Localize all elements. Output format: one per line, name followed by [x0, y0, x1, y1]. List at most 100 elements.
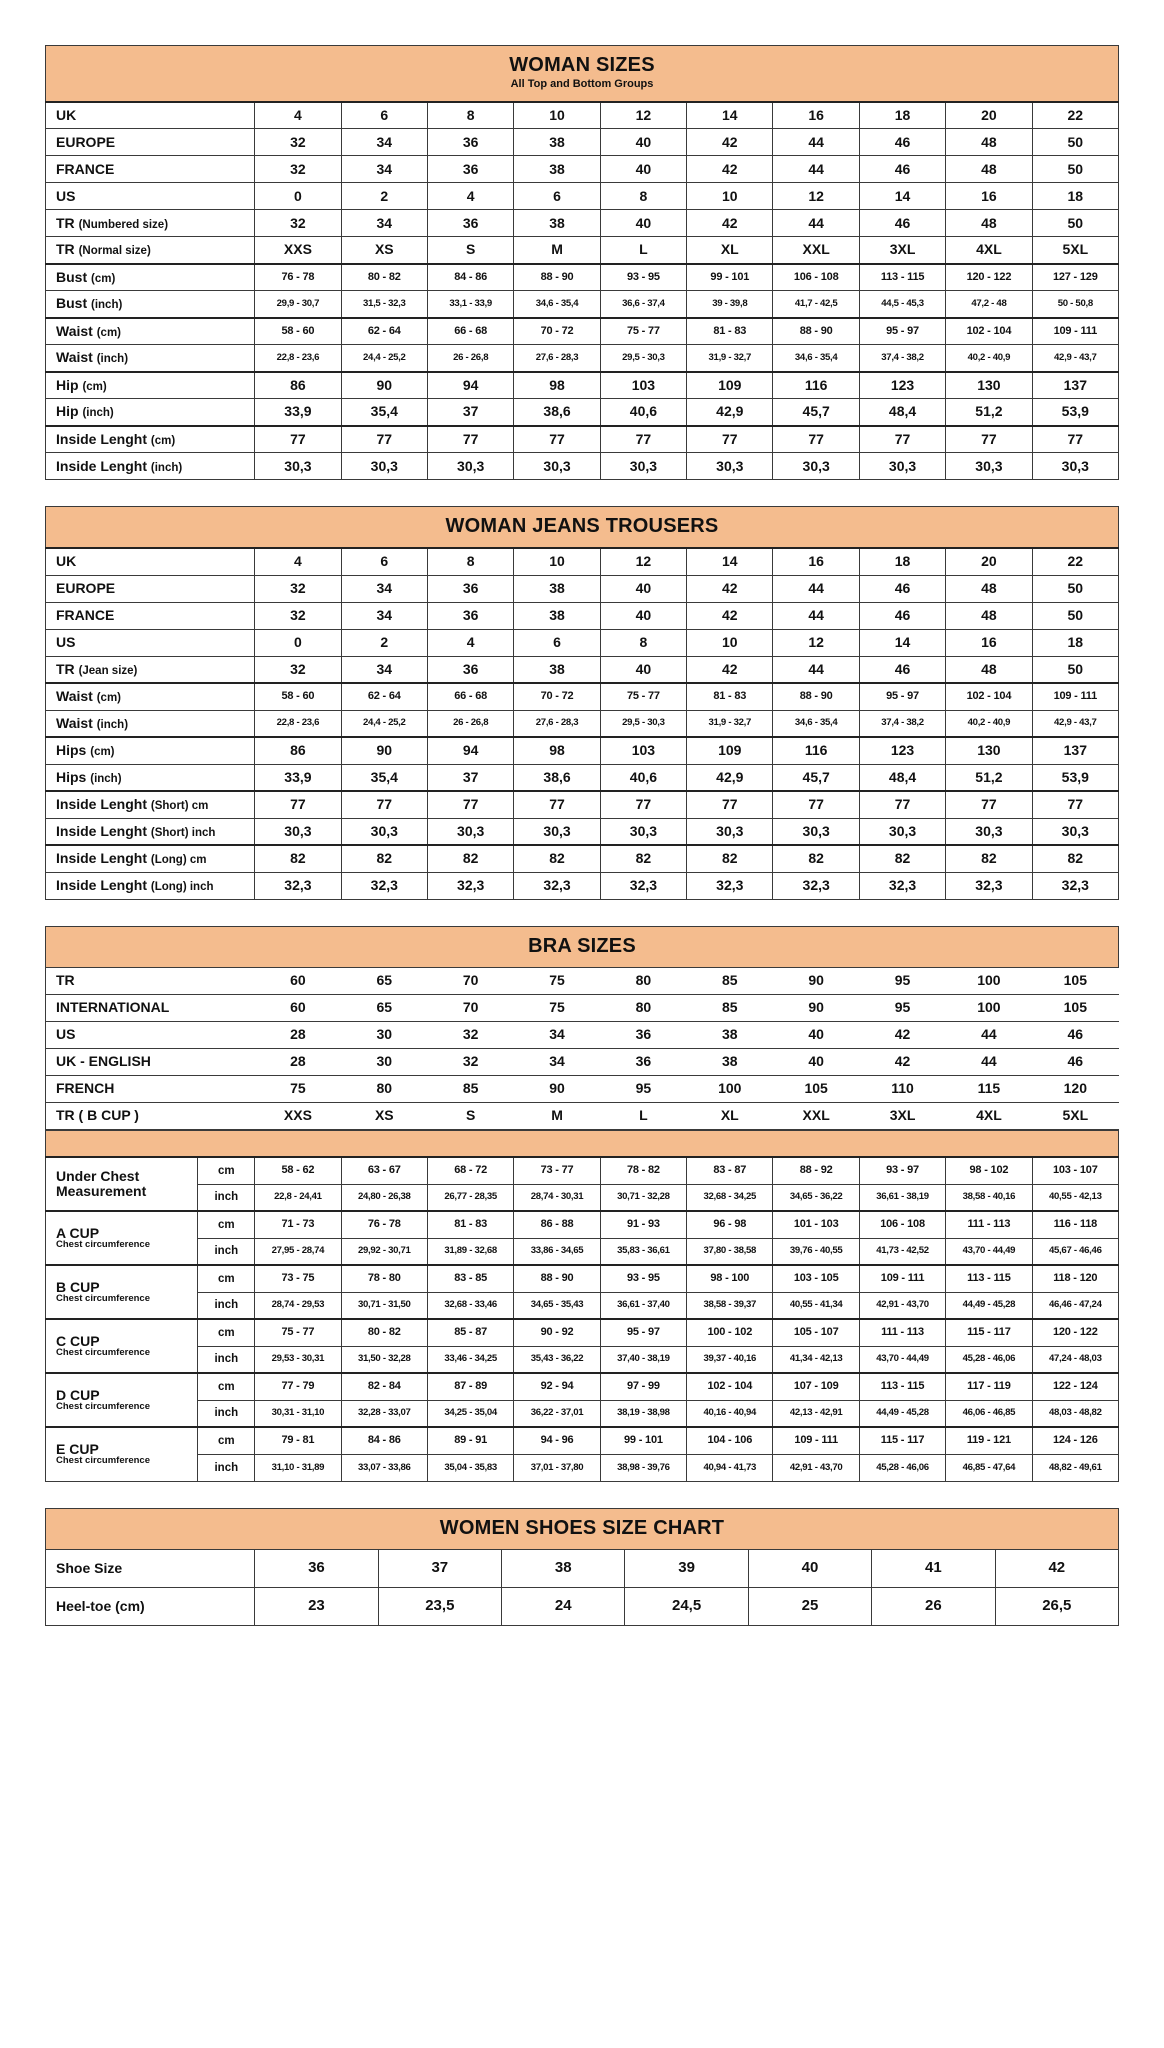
cell-bust-8: 47,2 - 48	[945, 290, 1033, 319]
cell-tr-b-cup-9: 5XL	[1032, 1101, 1119, 1130]
cell-tr-b-cup-1: XS	[341, 1101, 428, 1130]
table-row: E CUP Chest circumference cm 79 - 81 84 - 86…	[44, 1426, 1120, 1482]
cell-uk-7: 18	[858, 547, 947, 576]
cell-tr-3: 38	[513, 209, 601, 238]
cell-inside-lenght-7: 30,3	[858, 817, 947, 846]
row-label-text: FRENCH	[56, 1080, 115, 1097]
cell-e-cup-cm-1: 84 - 86	[340, 1426, 428, 1455]
cell-us-6: 12	[772, 182, 860, 211]
woman-jeans-rows: UK 4 6 8 10 12 14 16 18 20 22 EUROPE 32 34 36 38 40 42 44 4…	[44, 547, 1120, 900]
cell-us-9: 18	[1031, 182, 1120, 211]
woman-sizes-table: WOMAN SIZES All Top and Bottom Groups UK…	[44, 44, 1120, 481]
cell-inside-lenght-1: 30,3	[340, 452, 428, 481]
row-label-text: Heel-toe (cm)	[56, 1597, 145, 1614]
row-label-bust-inch: Bust (inch)	[44, 290, 256, 319]
cell-under-chest-inch-8: 38,58 - 40,16	[945, 1183, 1033, 1212]
cell-europe-1: 34	[340, 574, 428, 603]
cell-tr-2: 36	[426, 655, 515, 684]
cell-us-0: 0	[254, 628, 342, 657]
cell-french-2: 85	[427, 1074, 514, 1103]
cell-d-cup-inch-0: 30,31 - 31,10	[254, 1399, 342, 1428]
cell-hip-2: 94	[426, 370, 515, 400]
cell-bust-0: 76 - 78	[254, 262, 342, 292]
table-row: UK 4 6 8 10 12 14 16 18 20 22	[44, 100, 1120, 130]
row-label-uk: UK	[44, 100, 256, 130]
cell-tr-6: 44	[772, 655, 860, 684]
cell-inside-lenght-7: 30,3	[858, 452, 947, 481]
row-label-heel-toe-cm: Heel-toe (cm)	[44, 1586, 256, 1626]
table-row: inch 31,10 - 31,89 33,07 - 33,86 35,04 - 35…	[46, 1453, 1120, 1482]
table-row: Hips (inch) 33,9 35,4 37 38,6 40,6 42,9 45,7 48,…	[44, 763, 1120, 792]
cell-e-cup-inch-5: 40,94 - 41,73	[686, 1453, 774, 1482]
cell-waist-7: 95 - 97	[858, 316, 947, 346]
woman-sizes-body: WOMAN SIZES All Top and Bottom Groups	[45, 44, 1119, 103]
cell-uk-english-6: 40	[772, 1047, 860, 1076]
cell-hip-5: 42,9	[686, 398, 774, 427]
cell-bust-0: 29,9 - 30,7	[254, 290, 342, 319]
cell-inside-lenght-5: 77	[686, 790, 774, 819]
row-label-us: US	[44, 628, 256, 657]
table-row: inch 27,95 - 28,74 29,92 - 30,71 31,89 - 32…	[46, 1237, 1120, 1266]
cell-e-cup-cm-3: 94 - 96	[513, 1426, 601, 1455]
unit-cell-d-cup-cm: cm	[197, 1372, 256, 1401]
cell-d-cup-inch-1: 32,28 - 33,07	[340, 1399, 428, 1428]
row-label-text: FRANCE	[56, 607, 115, 624]
cell-d-cup-cm-2: 87 - 89	[426, 1372, 515, 1401]
cell-uk-english-0: 28	[254, 1047, 342, 1076]
cell-bust-7: 113 - 115	[858, 262, 947, 292]
cell-tr-5: 42	[686, 655, 774, 684]
cell-bust-6: 106 - 108	[772, 262, 860, 292]
cell-a-cup-cm-7: 106 - 108	[858, 1210, 947, 1239]
cell-a-cup-cm-2: 81 - 83	[426, 1210, 515, 1239]
cell-a-cup-inch-5: 37,80 - 38,58	[686, 1237, 774, 1266]
cell-tr-4: 80	[600, 966, 687, 995]
cell-us-5: 38	[686, 1020, 773, 1049]
cell-waist-1: 62 - 64	[340, 682, 428, 711]
cell-us-1: 2	[340, 628, 428, 657]
row-label-international: INTERNATIONAL	[44, 993, 255, 1022]
cell-uk-english-5: 38	[686, 1047, 773, 1076]
cell-c-cup-cm-5: 100 - 102	[686, 1318, 774, 1347]
cell-waist-8: 102 - 104	[945, 316, 1033, 346]
cell-us-8: 16	[945, 628, 1033, 657]
table-row: Waist (cm) 58 - 60 62 - 64 66 - 68 70 - 72 75…	[44, 316, 1120, 346]
cell-d-cup-inch-9: 48,03 - 48,82	[1031, 1399, 1120, 1428]
table-row: D CUP Chest circumference cm 77 - 79 82 - 84…	[44, 1372, 1120, 1428]
cell-tr-b-cup-8: 4XL	[945, 1101, 1033, 1130]
table-title-row: WOMAN JEANS TROUSERS	[45, 506, 1119, 549]
row-label-text: Inside Lenght	[56, 822, 151, 839]
row-label-hip-cm: Hip (cm)	[44, 370, 256, 400]
cell-europe-5: 42	[686, 128, 774, 157]
cell-waist-1: 24,4 - 25,2	[340, 344, 428, 373]
row-label-text: TR	[56, 660, 79, 677]
table-row: C CUP Chest circumference cm 75 - 77 80 - 82…	[44, 1318, 1120, 1374]
cell-d-cup-inch-3: 36,22 - 37,01	[513, 1399, 601, 1428]
cell-tr-0: 32	[254, 209, 342, 238]
unit-cell-under-chest-inch: inch	[197, 1183, 256, 1212]
table-row: Waist (cm) 58 - 60 62 - 64 66 - 68 70 - 72 75…	[44, 682, 1120, 711]
row-label-shoe-size: Shoe Size	[44, 1548, 256, 1588]
cell-europe-0: 32	[254, 128, 342, 157]
cell-waist-6: 34,6 - 35,4	[772, 344, 860, 373]
cell-inside-lenght-6: 30,3	[772, 817, 860, 846]
unit-cell-under-chest-cm: cm	[197, 1156, 256, 1185]
cell-tr-8: 48	[945, 655, 1033, 684]
cell-uk-5: 14	[686, 547, 774, 576]
cell-us-7: 14	[858, 628, 947, 657]
cell-waist-9: 109 - 111	[1031, 682, 1120, 711]
row-label-unit: (Long) inch	[150, 881, 214, 894]
cell-waist-3: 27,6 - 28,3	[513, 709, 601, 738]
cell-hip-8: 51,2	[945, 398, 1033, 427]
row-label-text: TR ( B CUP )	[56, 1107, 139, 1124]
cell-inside-lenght-0: 77	[254, 424, 342, 454]
cell-international-5: 85	[686, 993, 773, 1022]
cell-inside-lenght-6: 32,3	[772, 871, 860, 900]
cell-hips-9: 137	[1031, 736, 1120, 765]
table-row: Inside Lenght (cm) 77 77 77 77 77 77 77 77 77 77	[44, 424, 1120, 454]
cell-c-cup-cm-4: 95 - 97	[599, 1318, 688, 1347]
cell-waist-7: 37,4 - 38,2	[858, 709, 947, 738]
cell-tr-6: 90	[772, 966, 860, 995]
cell-tr-9: 105	[1032, 966, 1119, 995]
table-row: inch 29,53 - 30,31 31,50 - 32,28 33,46 - 34…	[46, 1345, 1120, 1374]
cell-inside-lenght-7: 32,3	[858, 871, 947, 900]
